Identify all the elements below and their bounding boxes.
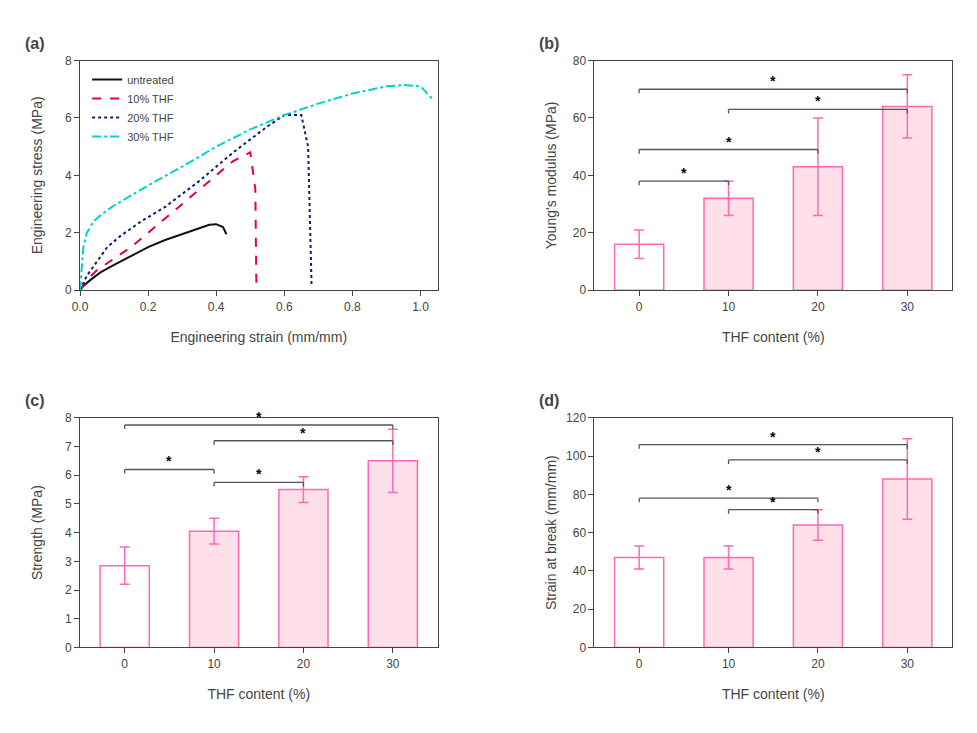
svg-text:(c): (c): [25, 392, 45, 409]
svg-text:0.8: 0.8: [344, 300, 361, 314]
svg-text:0: 0: [636, 300, 643, 314]
svg-text:10% THF: 10% THF: [127, 93, 174, 105]
svg-text:20% THF: 20% THF: [127, 112, 174, 124]
svg-text:*: *: [256, 409, 262, 425]
svg-text:Engineering stress (MPa): Engineering stress (MPa): [29, 96, 45, 254]
svg-text:*: *: [770, 494, 776, 510]
svg-text:0: 0: [65, 641, 72, 655]
svg-text:30: 30: [901, 300, 915, 314]
svg-text:4: 4: [65, 526, 72, 540]
svg-text:0: 0: [579, 641, 586, 655]
svg-text:0.6: 0.6: [276, 300, 293, 314]
svg-text:6: 6: [65, 468, 72, 482]
svg-text:30% THF: 30% THF: [127, 131, 174, 143]
svg-text:0.4: 0.4: [208, 300, 225, 314]
svg-text:3: 3: [65, 555, 72, 569]
svg-text:THF content (%): THF content (%): [722, 686, 825, 702]
svg-text:2: 2: [65, 583, 72, 597]
svg-text:8: 8: [65, 54, 72, 68]
svg-text:Strain at break (mm/mm): Strain at break (mm/mm): [543, 455, 559, 610]
svg-text:4: 4: [65, 169, 72, 183]
svg-text:0.0: 0.0: [72, 300, 89, 314]
svg-text:*: *: [681, 165, 687, 181]
svg-text:*: *: [300, 425, 306, 441]
svg-text:*: *: [815, 444, 821, 460]
svg-text:30: 30: [901, 657, 915, 671]
svg-text:Engineering strain (mm/mm): Engineering strain (mm/mm): [170, 329, 347, 345]
svg-text:*: *: [770, 429, 776, 445]
svg-text:80: 80: [573, 488, 587, 502]
svg-text:*: *: [770, 73, 776, 89]
svg-text:10: 10: [722, 657, 736, 671]
svg-text:5: 5: [65, 497, 72, 511]
svg-text:*: *: [256, 466, 262, 482]
svg-text:2: 2: [65, 226, 72, 240]
svg-text:THF content (%): THF content (%): [722, 329, 825, 345]
svg-text:1: 1: [65, 612, 72, 626]
svg-text:20: 20: [811, 300, 825, 314]
svg-text:20: 20: [573, 226, 587, 240]
svg-text:Young's modulus (MPa): Young's modulus (MPa): [543, 102, 559, 250]
svg-text:(b): (b): [539, 35, 559, 52]
svg-text:80: 80: [573, 54, 587, 68]
svg-text:10: 10: [722, 300, 736, 314]
svg-text:0: 0: [579, 283, 586, 297]
svg-text:40: 40: [573, 169, 587, 183]
svg-text:7: 7: [65, 440, 72, 454]
svg-text:20: 20: [573, 602, 587, 616]
svg-text:(d): (d): [539, 392, 559, 409]
svg-text:untreated: untreated: [127, 74, 173, 86]
svg-text:30: 30: [386, 657, 400, 671]
svg-text:40: 40: [573, 564, 587, 578]
svg-text:120: 120: [566, 411, 586, 425]
svg-text:1.0: 1.0: [412, 300, 429, 314]
svg-text:60: 60: [573, 526, 587, 540]
svg-text:0: 0: [65, 283, 72, 297]
svg-text:0.2: 0.2: [140, 300, 157, 314]
svg-text:THF content (%): THF content (%): [207, 686, 310, 702]
svg-text:8: 8: [65, 411, 72, 425]
svg-text:*: *: [166, 453, 172, 469]
svg-text:100: 100: [566, 449, 586, 463]
svg-text:20: 20: [297, 657, 311, 671]
svg-text:20: 20: [811, 657, 825, 671]
svg-text:*: *: [726, 134, 732, 150]
svg-text:0: 0: [121, 657, 128, 671]
svg-text:10: 10: [207, 657, 221, 671]
svg-text:6: 6: [65, 111, 72, 125]
svg-text:*: *: [726, 482, 732, 498]
svg-text:Strength (MPa): Strength (MPa): [29, 485, 45, 580]
svg-text:60: 60: [573, 111, 587, 125]
svg-text:(a): (a): [25, 35, 45, 52]
svg-text:0: 0: [636, 657, 643, 671]
svg-text:*: *: [815, 93, 821, 109]
